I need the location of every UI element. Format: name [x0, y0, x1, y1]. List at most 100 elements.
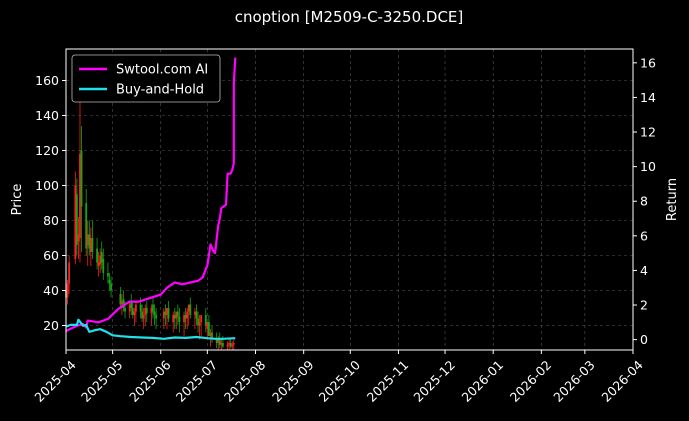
y-tick-label: 60: [43, 248, 59, 263]
candle-body: [175, 311, 178, 319]
candle-body: [183, 315, 185, 322]
candle-body: [141, 311, 144, 319]
candle-body: [88, 234, 91, 249]
y2-tick-label: 14: [640, 90, 656, 105]
candle-body: [209, 332, 212, 336]
y2-tick-label: 10: [640, 159, 656, 174]
candle-body: [208, 322, 210, 336]
candle-body: [99, 255, 102, 265]
plot-frame: [65, 48, 634, 351]
candle-body: [162, 311, 165, 319]
candle-body: [119, 294, 122, 305]
candle-body: [231, 344, 234, 347]
candle-body: [229, 343, 232, 347]
y-tick-label: 140: [35, 108, 59, 123]
y2-tick-label: 2: [640, 298, 648, 313]
candle-body: [135, 304, 137, 312]
candle-body: [187, 304, 190, 312]
candle-body: [122, 299, 125, 308]
y-axis-right: 0 2 4 6 8 10 12 14 16: [633, 55, 656, 347]
candle-body: [176, 311, 179, 317]
legend: Swtool.com AI Buy-and-Hold: [71, 54, 221, 103]
candle-body: [102, 259, 105, 273]
candle-body: [197, 318, 199, 326]
candle-body: [80, 150, 83, 207]
candle-body: [184, 315, 187, 319]
candle-body: [232, 343, 235, 345]
y2-tick-label: 12: [640, 125, 656, 140]
candle-body: [131, 308, 134, 315]
y2-tick-label: 16: [640, 55, 656, 70]
series-lines: [65, 57, 237, 340]
y2-tick-label: 6: [640, 228, 648, 243]
candle-body: [150, 308, 153, 314]
candle-body: [108, 280, 111, 284]
candle-body: [91, 238, 94, 252]
chart-title: cnoption [M2509-C-3250.DCE]: [235, 8, 464, 26]
candle-body: [74, 185, 77, 259]
legend-label-hold: Buy-and-Hold: [116, 83, 204, 98]
candle-body: [220, 343, 223, 345]
series-line-ai: [65, 57, 237, 332]
candle-body: [198, 322, 201, 326]
series-line-hold: [65, 318, 236, 340]
candle-body: [195, 311, 198, 319]
candle-body: [217, 339, 220, 343]
candle-body: [200, 315, 203, 322]
legend-label-ai: Swtool.com AI: [116, 63, 208, 78]
candle-body: [121, 301, 123, 305]
y-axis-label: Price: [10, 184, 25, 216]
candle-body: [186, 311, 189, 319]
candle-body: [97, 262, 100, 266]
candle-body: [164, 311, 167, 315]
candle-body: [228, 343, 231, 345]
y-tick-label: 20: [43, 318, 59, 333]
y-tick-label: 100: [35, 178, 59, 193]
candle-body: [204, 315, 207, 326]
candle-body: [107, 273, 109, 277]
candle-body: [100, 252, 103, 263]
candle-body: [77, 234, 80, 242]
candle-body: [155, 315, 157, 319]
candle-body: [75, 194, 78, 245]
candle-body: [130, 301, 133, 308]
candle-body: [211, 332, 213, 340]
candle-body: [172, 315, 175, 322]
y-tick-label: 120: [35, 143, 59, 158]
candle-body: [206, 322, 209, 329]
candle-body: [86, 234, 89, 245]
candle-body: [189, 304, 192, 315]
candle-body: [68, 262, 71, 284]
candle-body: [153, 311, 156, 315]
candle-body: [128, 304, 131, 312]
candle-body: [167, 308, 170, 319]
candle-body: [85, 203, 88, 249]
y-axis-left: 20 40 60 80 100 120 140 160: [35, 73, 66, 333]
candle-body: [139, 304, 142, 312]
candle-body: [152, 304, 154, 312]
candle-body: [218, 339, 221, 345]
candle-body: [66, 283, 69, 298]
candle-body: [173, 315, 176, 319]
candle-body: [144, 308, 147, 315]
candle-body: [194, 311, 196, 315]
y2-tick-label: 8: [640, 194, 648, 209]
candle-body: [142, 315, 145, 319]
candle-body: [178, 316, 181, 322]
candle-body: [79, 154, 81, 238]
candle-body: [215, 339, 218, 343]
y2-axis-label: Return: [665, 178, 680, 221]
candle-body: [124, 308, 126, 312]
legend-box: [71, 54, 221, 103]
candle-body: [96, 248, 98, 263]
candle-body: [221, 343, 224, 347]
candlesticks: [65, 98, 235, 350]
y2-tick-label: 4: [640, 263, 648, 278]
candle-body: [145, 308, 148, 314]
y-tick-label: 160: [35, 73, 59, 88]
candle-body: [89, 238, 92, 252]
y-tick-label: 40: [43, 283, 59, 298]
candle-body: [133, 311, 136, 315]
candle-body: [110, 283, 112, 291]
